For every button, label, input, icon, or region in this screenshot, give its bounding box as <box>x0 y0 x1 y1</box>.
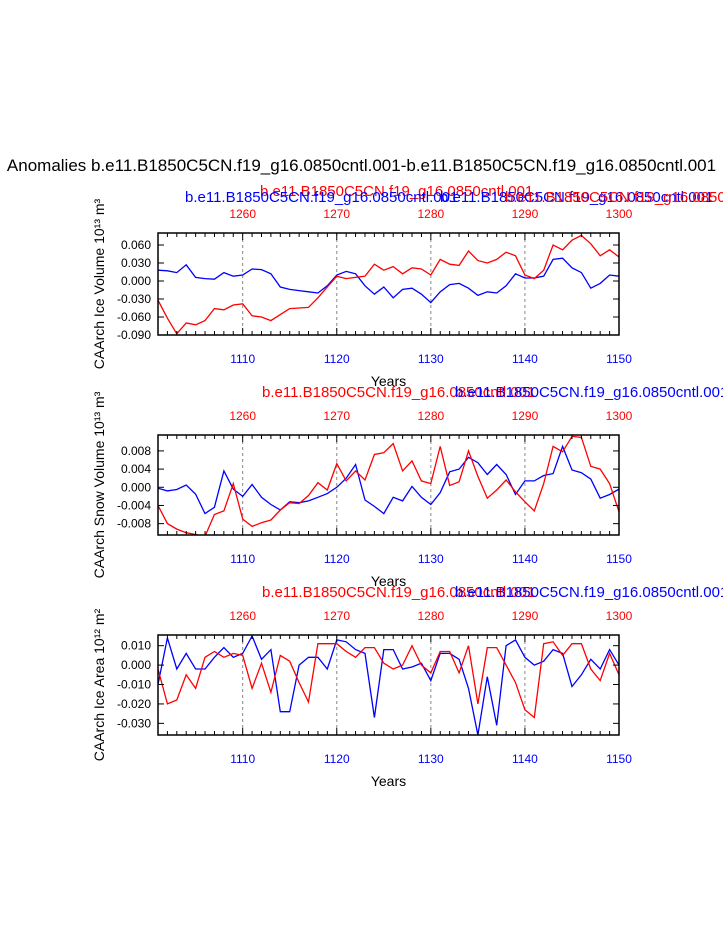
y-tick-label: -0.030 <box>117 292 151 306</box>
y-tick-label: -0.060 <box>117 310 151 324</box>
y-tick-label: 0.010 <box>121 639 151 653</box>
y-tick-label: 0.060 <box>121 238 151 252</box>
series-line-red <box>158 641 619 719</box>
x-tick-label: 1120 <box>324 752 350 766</box>
x-top-tick-label: 1290 <box>512 207 539 221</box>
y-tick-label: -0.008 <box>117 517 151 531</box>
top-series-label: b.e11.B1850C5CN.f19_g16.0850cntl.001 <box>185 189 458 206</box>
series-line-red <box>158 234 619 335</box>
series-line-blue <box>158 635 619 735</box>
y-tick-label: -0.030 <box>117 716 151 730</box>
y-tick-label: 0.030 <box>121 256 151 270</box>
y-tick-label: 0.000 <box>121 658 151 672</box>
plot-frame <box>157 232 620 336</box>
chart-panel-2: 1110 1120 1130 1140 1150 1260 1270 1280 1290 1300… <box>91 384 723 589</box>
top-series-label: b.e11.B1850C5CN.f19_g16.0850cntl.001 <box>260 183 533 200</box>
x-top-tick-label: 1300 <box>606 409 633 423</box>
top-series-label: b.e11.B1850C5CN.f19_g16.0850cntl.001 <box>262 384 535 401</box>
x-top-tick-label: 1260 <box>229 207 256 221</box>
y-tick-label: 0.004 <box>121 462 151 476</box>
x-top-tick-label: 1290 <box>512 409 539 423</box>
top-series-label: b.e11.B1850C5CN.f19_g16.0850cntl.001 <box>455 384 723 401</box>
x-axis-label: Years <box>371 773 406 789</box>
x-top-tick-label: 1280 <box>417 207 444 221</box>
y-tick-label: 0.008 <box>121 444 151 458</box>
x-top-tick-label: 1300 <box>606 609 633 623</box>
y-axis-label: CAArch Ice Area 10¹² m² <box>91 608 107 761</box>
chart-panel-1: 1110 1120 1130 1140 1150 1260 1270 1280 1290 1300… <box>91 183 723 389</box>
x-top-tick-label: 1270 <box>323 207 350 221</box>
x-tick-label: 1130 <box>418 752 444 766</box>
x-top-tick-label: 1260 <box>229 609 256 623</box>
y-tick-label: -0.004 <box>117 498 151 512</box>
x-top-tick-label: 1270 <box>323 409 350 423</box>
x-tick-label: 1120 <box>324 352 350 366</box>
y-tick-label: -0.020 <box>117 697 151 711</box>
x-axis-label: Years <box>371 573 406 589</box>
y-tick-label: -0.010 <box>117 678 151 692</box>
top-series-label: b.e11.B1850C5CN.f19_g16.0850cntl.001 <box>440 189 713 206</box>
x-tick-label: 1120 <box>324 552 350 566</box>
x-axis-label: Years <box>371 373 406 389</box>
x-top-tick-label: 1270 <box>323 609 350 623</box>
x-top-tick-label: 1280 <box>417 409 444 423</box>
x-tick-label: 1150 <box>606 752 632 766</box>
x-tick-label: 1140 <box>512 752 538 766</box>
y-axis-label: CAArch Snow Volume 10¹³ m³ <box>91 391 107 578</box>
x-top-tick-label: 1280 <box>417 609 444 623</box>
plot-frame <box>157 434 620 536</box>
top-series-label: b.e11.B1850C5CN.f19_g16.0850cntl.001 <box>262 584 535 601</box>
x-tick-label: 1140 <box>512 352 538 366</box>
y-axis-label: CAArch Ice Volume 10¹³ m³ <box>91 198 107 369</box>
x-tick-label: 1150 <box>606 552 632 566</box>
x-tick-label: 1130 <box>418 552 444 566</box>
series-line-blue <box>158 257 619 304</box>
x-top-tick-label: 1300 <box>606 207 633 221</box>
x-tick-label: 1110 <box>230 352 255 366</box>
x-top-tick-label: 1290 <box>512 609 539 623</box>
top-series-label: b.e11.B1850C5CN.f19_g16.0850cntl.001 <box>455 584 723 601</box>
x-tick-label: 1110 <box>230 552 255 566</box>
main-title: Anomalies b.e11.B1850C5CN.f19_g16.0850cn… <box>6 156 717 175</box>
x-tick-label: 1110 <box>230 752 255 766</box>
series-line-blue <box>158 444 619 515</box>
x-top-tick-label: 1260 <box>229 409 256 423</box>
x-tick-label: 1150 <box>606 352 632 366</box>
y-tick-label: 0.000 <box>121 480 151 494</box>
top-series-label: b.e11.B1850C5CN.f19_g16.0850cntl.001 <box>505 189 723 206</box>
y-tick-label: 0.000 <box>121 274 151 288</box>
y-tick-label: -0.090 <box>117 328 151 342</box>
series-line-red <box>158 435 619 535</box>
x-tick-label: 1130 <box>418 352 444 366</box>
x-tick-label: 1140 <box>512 552 538 566</box>
chart-panel-3: 1110 1120 1130 1140 1150 1260 1270 1280 1290 1300… <box>91 584 723 789</box>
